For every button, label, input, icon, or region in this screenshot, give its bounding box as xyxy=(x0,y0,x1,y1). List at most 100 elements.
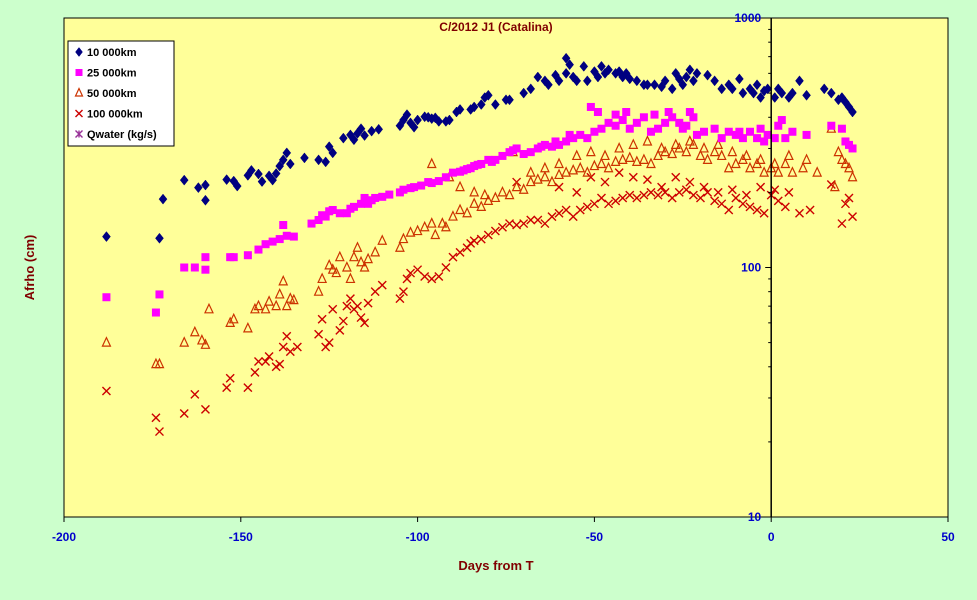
data-point xyxy=(497,222,507,232)
data-point xyxy=(334,250,345,262)
data-point xyxy=(455,247,465,257)
data-point xyxy=(727,145,738,157)
data-point xyxy=(585,145,596,157)
data-point xyxy=(405,226,416,237)
data-point xyxy=(650,110,659,119)
data-point xyxy=(568,163,579,175)
data-point xyxy=(427,274,437,284)
data-point xyxy=(434,116,444,127)
data-point xyxy=(753,134,762,143)
data-point xyxy=(568,212,578,222)
data-point xyxy=(307,219,316,228)
y-tick-label: 1000 xyxy=(734,11,761,25)
data-point xyxy=(763,83,772,95)
data-point xyxy=(582,166,593,177)
data-point xyxy=(589,199,599,209)
data-point xyxy=(377,234,388,245)
data-point xyxy=(801,153,812,164)
series-25-000km xyxy=(102,102,857,317)
data-point xyxy=(773,196,783,206)
data-point xyxy=(575,161,586,173)
data-point xyxy=(271,168,281,179)
data-point xyxy=(551,137,560,146)
data-point xyxy=(540,219,550,229)
data-point xyxy=(469,197,480,208)
data-point xyxy=(582,202,592,212)
data-point xyxy=(427,179,436,188)
data-point xyxy=(268,174,277,186)
data-point xyxy=(526,215,536,225)
data-point xyxy=(829,180,840,192)
data-point xyxy=(476,99,486,110)
data-point xyxy=(819,83,829,95)
data-point xyxy=(476,234,486,244)
legend-entry: 100 000km xyxy=(87,109,143,121)
data-point xyxy=(614,66,624,77)
data-point xyxy=(674,187,684,197)
data-point xyxy=(359,261,370,272)
data-point xyxy=(476,200,487,211)
data-point xyxy=(572,187,582,197)
data-point xyxy=(275,235,284,244)
data-point xyxy=(345,294,355,304)
data-point xyxy=(247,165,256,176)
legend-entry: Qwater (kg/s) xyxy=(87,129,157,141)
data-point xyxy=(356,123,366,135)
data-point xyxy=(840,157,851,169)
data-point xyxy=(618,116,627,125)
data-point xyxy=(685,177,695,187)
data-point xyxy=(551,69,560,81)
data-point xyxy=(700,127,709,136)
y-tick-label: 10 xyxy=(748,510,762,524)
data-point xyxy=(827,121,836,130)
data-point xyxy=(575,205,585,215)
data-point xyxy=(695,149,706,161)
data-point xyxy=(342,209,351,218)
data-point xyxy=(596,193,606,203)
data-point xyxy=(643,79,652,91)
data-point xyxy=(654,124,663,133)
data-point xyxy=(668,113,677,122)
data-point xyxy=(335,325,345,335)
data-point xyxy=(625,124,634,133)
data-point xyxy=(158,193,168,205)
data-point xyxy=(352,241,363,252)
data-point xyxy=(279,221,288,230)
data-point xyxy=(289,232,298,241)
data-point xyxy=(735,127,744,136)
data-point xyxy=(288,293,299,305)
data-point xyxy=(412,224,423,236)
data-point xyxy=(314,329,324,339)
data-point xyxy=(632,75,642,87)
data-point xyxy=(374,123,384,135)
data-point xyxy=(604,199,614,209)
data-point xyxy=(699,182,709,192)
data-point xyxy=(795,75,804,87)
data-point xyxy=(667,83,677,95)
data-point xyxy=(562,137,571,146)
data-point xyxy=(593,107,602,116)
data-point xyxy=(646,187,656,197)
data-point xyxy=(756,124,765,133)
legend-entry: 10 000km xyxy=(87,47,137,59)
data-point xyxy=(200,338,211,349)
data-point xyxy=(526,83,536,95)
data-point xyxy=(685,64,695,76)
data-point xyxy=(346,204,355,213)
data-point xyxy=(151,413,161,423)
data-point xyxy=(836,153,847,164)
data-point xyxy=(781,134,790,143)
data-point xyxy=(406,117,415,129)
data-point xyxy=(561,166,572,177)
data-point xyxy=(360,193,369,202)
data-point xyxy=(805,205,815,215)
data-point xyxy=(314,216,323,225)
data-point xyxy=(151,308,160,317)
data-point xyxy=(328,206,337,215)
data-point xyxy=(349,250,359,262)
data-point xyxy=(346,129,355,141)
x-tick-label: 0 xyxy=(768,530,775,544)
data-point xyxy=(561,52,571,64)
data-point xyxy=(509,146,518,155)
data-point xyxy=(292,342,302,352)
